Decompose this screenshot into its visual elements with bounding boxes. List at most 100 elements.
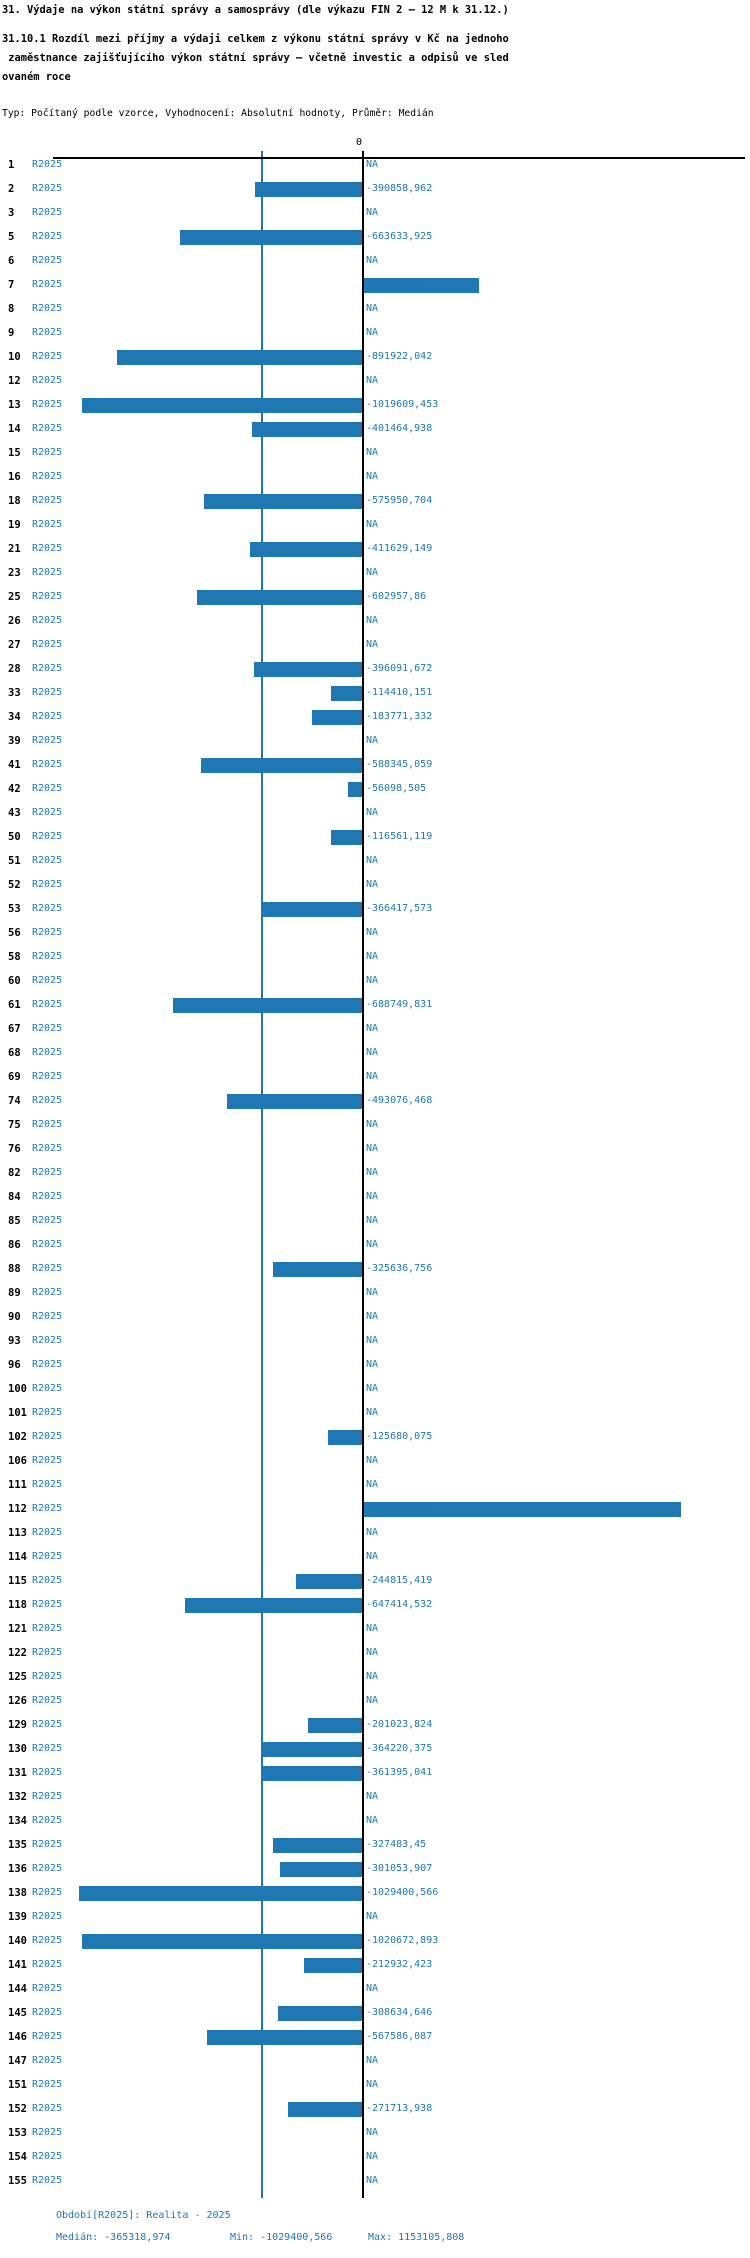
row-value-bar <box>272 1837 363 1853</box>
row-series-label: R2025 <box>32 327 63 338</box>
chart-row: 21 R2025 -411629,149 <box>0 537 750 561</box>
row-value-label: NA <box>366 2175 379 2186</box>
row-value-label: -401464,938 <box>366 423 433 434</box>
row-value-label: -325636,756 <box>366 1263 433 1274</box>
row-number-label: 53 <box>8 903 21 915</box>
chart-row: 122 R2025 NA <box>0 1641 750 1665</box>
row-number-label: 101 <box>8 1407 27 1419</box>
row-series-label: R2025 <box>32 1671 63 1682</box>
chart-row: 16 R2025 NA <box>0 465 750 489</box>
row-number-label: 114 <box>8 1551 27 1563</box>
row-series-label: R2025 <box>32 1623 63 1634</box>
row-value-label: -396091,672 <box>366 663 433 674</box>
row-value-bar <box>304 1957 363 1973</box>
report-subtitle-line2: zaměstnance zajišťujícího výkon státní s… <box>2 52 509 64</box>
row-series-label: R2025 <box>32 783 63 794</box>
row-number-label: 134 <box>8 1815 27 1827</box>
row-value-bar <box>204 493 363 509</box>
row-number-label: 2 <box>8 183 15 195</box>
chart-row: 19 R2025 NA <box>0 513 750 537</box>
row-number-label: 141 <box>8 1959 27 1971</box>
row-value-label: NA <box>366 2079 379 2090</box>
row-series-label: R2025 <box>32 1719 63 1730</box>
row-series-label: R2025 <box>32 1287 63 1298</box>
row-series-label: R2025 <box>32 1575 63 1586</box>
chart-row: 155 R2025 NA <box>0 2169 750 2193</box>
row-value-bar <box>363 277 480 293</box>
median-stat-label: Medián: -365318,974 <box>56 2232 171 2243</box>
row-value-bar <box>255 181 363 197</box>
row-number-label: 90 <box>8 1311 21 1323</box>
chart-row: 138 R2025 -1029400,566 <box>0 1881 750 1905</box>
row-value-bar <box>180 229 363 245</box>
row-value-label: 1153105,808 <box>366 1503 433 1514</box>
row-number-label: 89 <box>8 1287 21 1299</box>
chart-row: 28 R2025 -396091,672 <box>0 657 750 681</box>
chart-row: 126 R2025 NA <box>0 1689 750 1713</box>
row-value-bar <box>347 781 363 797</box>
row-value-bar <box>262 901 363 917</box>
row-number-label: 112 <box>8 1503 27 1515</box>
chart-row: 152 R2025 -271713,938 <box>0 2097 750 2121</box>
report-subtitle-line1: 31.10.1 Rozdíl mezi příjmy a výdaji celk… <box>2 33 509 45</box>
row-series-label: R2025 <box>32 1239 63 1250</box>
row-value-label: NA <box>366 927 379 938</box>
row-number-label: 138 <box>8 1887 27 1899</box>
row-value-label: NA <box>366 855 379 866</box>
row-series-label: R2025 <box>32 1815 63 1826</box>
row-value-bar <box>81 397 363 413</box>
row-number-label: 129 <box>8 1719 27 1731</box>
chart-row: 113 R2025 NA <box>0 1521 750 1545</box>
row-value-bar <box>81 1933 363 1949</box>
chart-row: 154 R2025 NA <box>0 2145 750 2169</box>
row-value-label: -56098,505 <box>366 783 427 794</box>
row-number-label: 140 <box>8 1935 27 1947</box>
row-value-label: -308634,646 <box>366 2007 433 2018</box>
row-value-bar <box>263 1765 363 1781</box>
row-number-label: 52 <box>8 879 21 891</box>
row-series-label: R2025 <box>32 2007 63 2018</box>
row-series-label: R2025 <box>32 639 63 650</box>
row-series-label: R2025 <box>32 159 63 170</box>
row-number-label: 51 <box>8 855 21 867</box>
row-series-label: R2025 <box>32 2175 63 2186</box>
row-value-label: -212932,423 <box>366 1959 433 1970</box>
row-value-bar <box>253 661 363 677</box>
row-series-label: R2025 <box>32 1119 63 1130</box>
chart-row: 51 R2025 NA <box>0 849 750 873</box>
row-value-label: NA <box>366 303 379 314</box>
row-series-label: R2025 <box>32 2031 63 2042</box>
row-series-label: R2025 <box>32 2103 63 2114</box>
chart-row: 76 R2025 NA <box>0 1137 750 1161</box>
chart-row: 144 R2025 NA <box>0 1977 750 2001</box>
row-series-label: R2025 <box>32 1767 63 1778</box>
chart-row: 5 R2025 -663633,925 <box>0 225 750 249</box>
row-value-bar <box>273 1261 363 1277</box>
axis-zero-line <box>361 151 364 2198</box>
row-series-label: R2025 <box>32 591 63 602</box>
chart-row: 13 R2025 -1019609,453 <box>0 393 750 417</box>
row-series-label: R2025 <box>32 1023 63 1034</box>
chart-row: 134 R2025 NA <box>0 1809 750 1833</box>
row-number-label: 15 <box>8 447 21 459</box>
row-series-label: R2025 <box>32 663 63 674</box>
chart-row: 90 R2025 NA <box>0 1305 750 1329</box>
row-series-label: R2025 <box>32 2055 63 2066</box>
row-series-label: R2025 <box>32 1527 63 1538</box>
row-value-label: NA <box>366 1551 379 1562</box>
row-value-label: NA <box>366 639 379 650</box>
row-series-label: R2025 <box>32 759 63 770</box>
chart-row: 14 R2025 -401464,938 <box>0 417 750 441</box>
median-line <box>261 151 263 2198</box>
row-number-label: 130 <box>8 1743 27 1755</box>
row-value-label: NA <box>366 975 379 986</box>
row-value-label: -390858,962 <box>366 183 433 194</box>
row-value-label: NA <box>366 1983 379 1994</box>
chart-row: 112 R2025 1153105,808 <box>0 1497 750 1521</box>
row-value-label: -647414,532 <box>366 1599 433 1610</box>
report-subtitle: 31.10.1 Rozdíl mezi příjmy a výdaji celk… <box>2 30 509 87</box>
chart-row: 130 R2025 -364220,375 <box>0 1737 750 1761</box>
row-series-label: R2025 <box>32 423 63 434</box>
report-subtitle-line3: ovaném roce <box>2 71 71 83</box>
chart-row: 33 R2025 -114410,151 <box>0 681 750 705</box>
